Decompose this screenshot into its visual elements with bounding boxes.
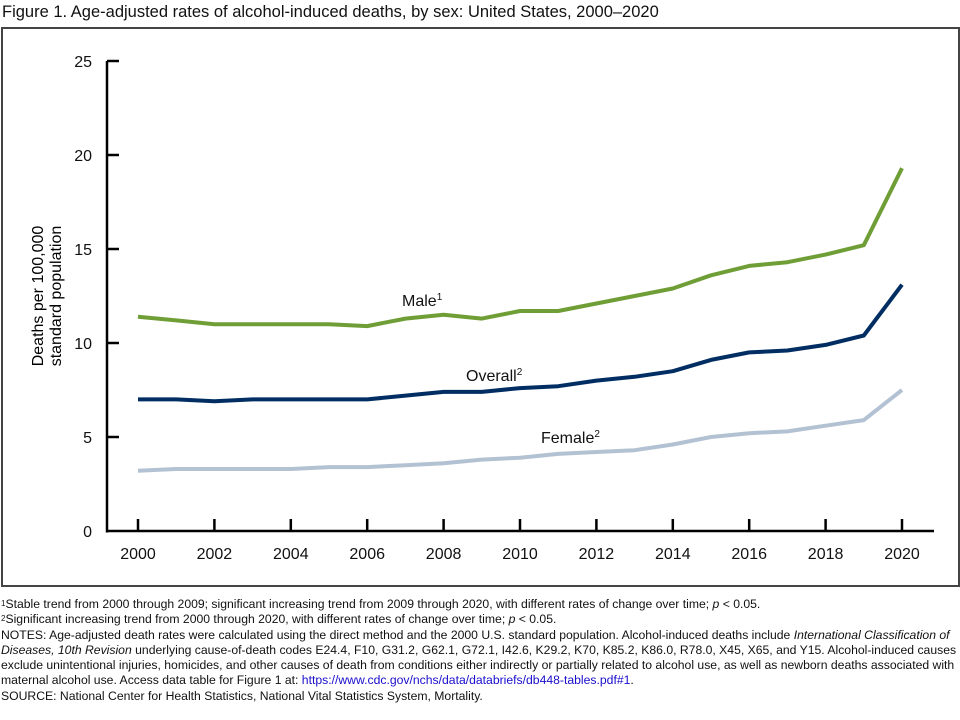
footnote-1-pvalue: < 0.05. [719,597,761,611]
series-labels: Male1 Overall2 Female2 [402,292,600,447]
x-tick-label: 2018 [808,546,844,563]
series-label-male: Male1 [402,292,443,310]
x-tick-label: 2004 [273,546,309,563]
x-tick-label: 2012 [579,546,615,563]
x-tick-label: 2008 [426,546,462,563]
footnote-1-mark: 1 [1,599,6,608]
notes-text-cont: underlying cause-of-death codes E24.4, F… [1,642,957,688]
notes: NOTES: Age-adjusted death rates were cal… [1,628,959,689]
x-tick-label: 2006 [349,546,385,563]
x-tick-label: 2000 [120,546,156,563]
notes-icd-title: International Classification of Diseases… [1,627,950,657]
y-tick-label: 25 [74,54,92,71]
x-tick-label: 2002 [197,546,233,563]
footnote-1-p: p [712,597,720,611]
series-layer [137,167,904,473]
series-line-overall [138,283,904,404]
series-label-overall: Overall2 [466,367,523,385]
series-label-female: Female2 [541,429,600,447]
series-line-male [137,167,904,329]
y-axis-label-line-1: Deaths per 100,000 [30,226,47,367]
footnote-1-text: Stable trend from 2000 through 2009; sig… [5,597,713,611]
axes: 0 5 10 15 20 25 2000 2002 2004 2006 2008 2010 2012 20… [74,54,934,563]
y-tick-label: 10 [74,336,92,353]
y-tick-label: 5 [83,430,92,447]
footnotes: 1Stable trend from 2000 through 2009; si… [1,597,959,704]
figure-title: Figure 1. Age-adjusted rates of alcohol-… [2,3,659,21]
y-tick-label: 0 [83,524,92,541]
footnote-1: 1Stable trend from 2000 through 2009; si… [1,597,959,612]
footnote-2-pvalue: < 0.05. [515,612,557,627]
y-tick-label: 20 [74,148,92,165]
data-table-link[interactable]: https://www.cdc.gov/nchs/data/databriefs… [301,673,631,688]
footnote-2-text: Significant increasing trend from 2000 t… [5,612,509,627]
footnote-2-mark: 2 [1,614,6,624]
y-axis-label: Deaths per 100,000 standard population [30,226,65,367]
notes-period: . [630,673,634,688]
footnote-2: 2Significant increasing trend from 2000 … [1,612,959,627]
line-chart: Deaths per 100,000 standard population 0… [30,54,934,563]
x-tick-label: 2010 [502,546,538,563]
x-tick-label: 2014 [655,546,691,563]
x-tick-label: 2020 [884,546,920,563]
y-axis-label-line-2: standard population [48,226,65,367]
y-tick-label: 15 [74,242,92,259]
notes-text: NOTES: Age-adjusted death rates were cal… [1,627,794,642]
series-line-female [137,388,904,473]
source: SOURCE: National Center for Health Stati… [1,688,483,703]
chart-frame [1,27,960,587]
x-tick-label: 2016 [731,546,767,563]
footnote-2-p: p [508,612,516,627]
